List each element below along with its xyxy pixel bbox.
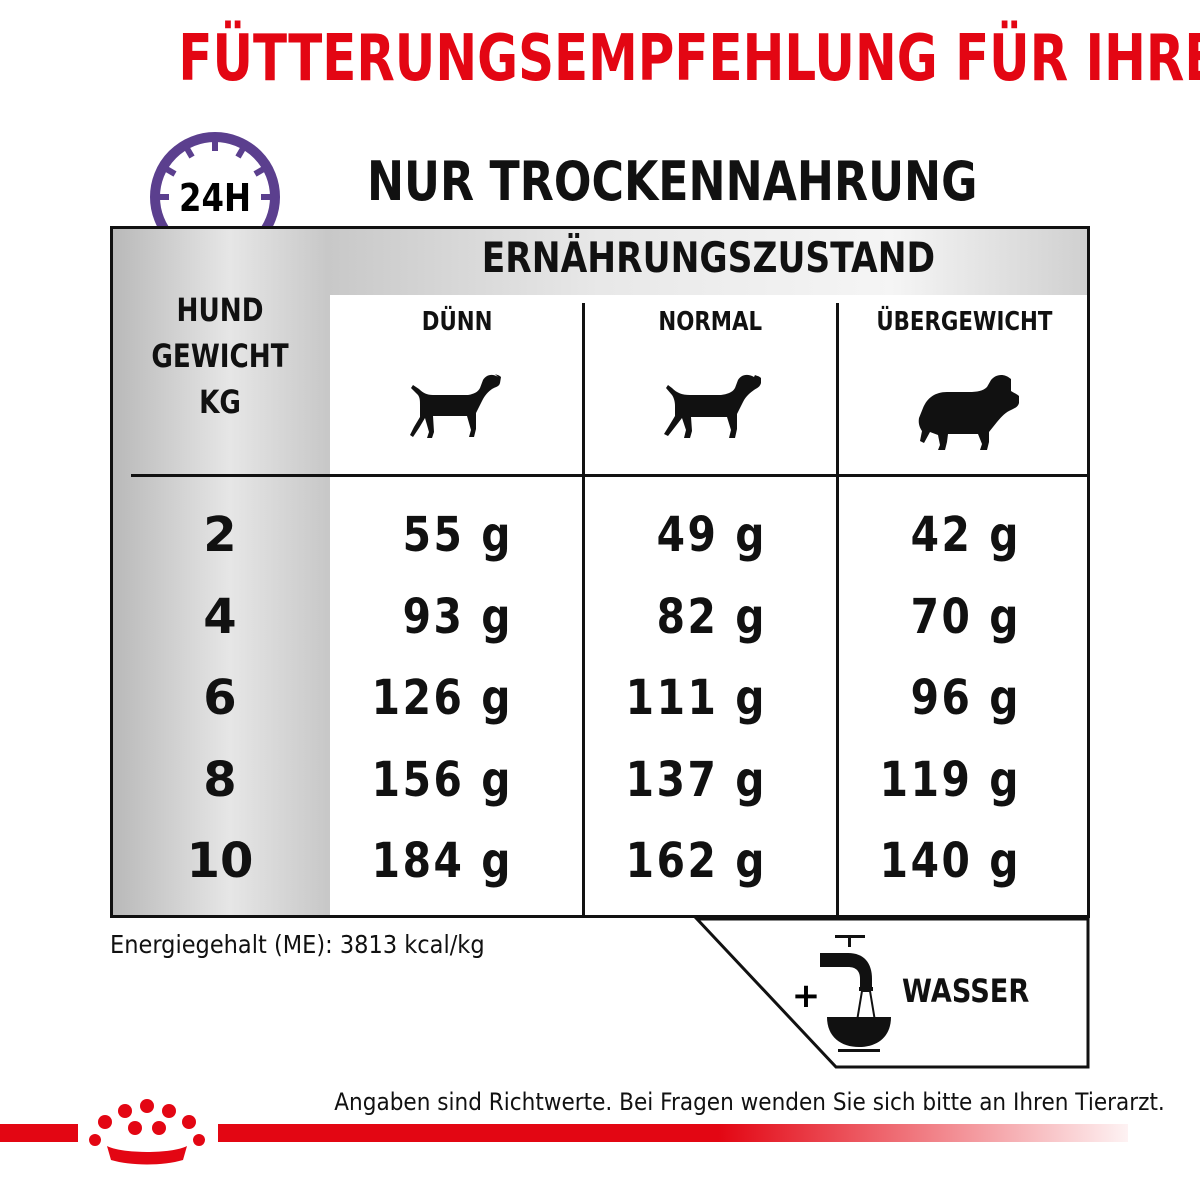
table-row: 2 55 g 49 g 42 g [113,507,1087,587]
amount-cell: 49 g [656,507,767,563]
column-label: DÜNN [421,307,493,337]
table-row: 10 184 g 162 g 140 g [113,833,1087,913]
amount-cell: 82 g [656,588,767,645]
weight-header-line: GEWICHT [151,337,289,375]
weight-cell: 8 [203,751,237,808]
amount-cell: 96 g [910,670,1021,726]
thin-dog-icon [410,374,501,438]
amount-cell: 156 g [371,751,513,808]
amount-cell: 70 g [910,588,1021,645]
weight-cell: 6 [203,670,237,726]
weight-cell: 2 [203,507,237,563]
amount-cell: 137 g [625,751,767,808]
amount-cell: 42 g [910,507,1021,563]
water-label: WASSER [902,972,1052,1010]
column-divider [582,303,585,915]
weight-cell: 10 [186,833,254,889]
footnote: Angaben sind Richtwerte. Bei Fragen wend… [242,1088,1165,1116]
red-bar-left [0,1124,78,1142]
normal-dog-icon [664,374,761,438]
weight-cell: 4 [203,588,237,645]
column-divider [836,303,839,915]
subtitle: NUR TROCKENNAHRUNG [300,150,1020,213]
table-row: 8 156 g 137 g 119 g [113,752,1087,832]
clock-24h-icon: 24H [150,132,280,235]
weight-header-line: KG [199,383,241,421]
group-header: ERNÄHRUNGSZUSTAND [330,233,1087,282]
clock-label: 24H [179,177,251,221]
red-bar-right [218,1124,1128,1142]
column-header-normal: NORMAL [583,307,837,337]
energy-content: Energiegehalt (ME): 3813 kcal/kg [110,930,526,959]
water-label-text: WASSER [902,972,1030,1010]
amount-cell: 93 g [402,588,513,645]
plus-sign: + [792,976,821,1016]
footnote-text: Angaben sind Richtwerte. Bei Fragen wend… [334,1088,1165,1116]
water-box: + [693,917,1090,1069]
column-header-overweight: ÜBERGEWICHT [837,307,1091,337]
group-header-text: ERNÄHRUNGSZUSTAND [481,233,936,282]
amount-cell: 140 g [879,833,1021,889]
table-row: 6 126 g 111 g 96 g [113,670,1087,750]
energy-text: Energiegehalt (ME): 3813 kcal/kg [110,930,485,959]
column-label: NORMAL [658,307,762,337]
amount-cell: 184 g [371,833,513,889]
column-label: ÜBERGEWICHT [875,307,1053,337]
subtitle-text: NUR TROCKENNAHRUNG [366,150,978,213]
page-title: FÜTTERUNGSEMPFEHLUNG FÜR IHREN HUND [0,22,1200,96]
column-header-thin: DÜNN [330,307,584,337]
header-divider [131,474,1087,477]
weight-header-line: HUND [176,291,264,329]
title-text: FÜTTERUNGSEMPFEHLUNG FÜR IHREN HUND [178,22,1200,96]
amount-cell: 55 g [402,507,513,563]
feeding-table: ERNÄHRUNGSZUSTAND HUND GEWICHT KG DÜNN N… [110,226,1090,918]
water-tap-bowl-icon [820,935,891,1052]
overweight-dog-icon [918,374,1019,450]
table-row: 4 93 g 82 g 70 g [113,589,1087,669]
amount-cell: 119 g [879,751,1021,808]
amount-cell: 111 g [625,670,767,726]
amount-cell: 126 g [371,670,513,726]
weight-header: HUND GEWICHT KG [113,287,327,425]
royal-canin-crown-logo [89,1099,205,1165]
amount-cell: 162 g [625,833,767,889]
